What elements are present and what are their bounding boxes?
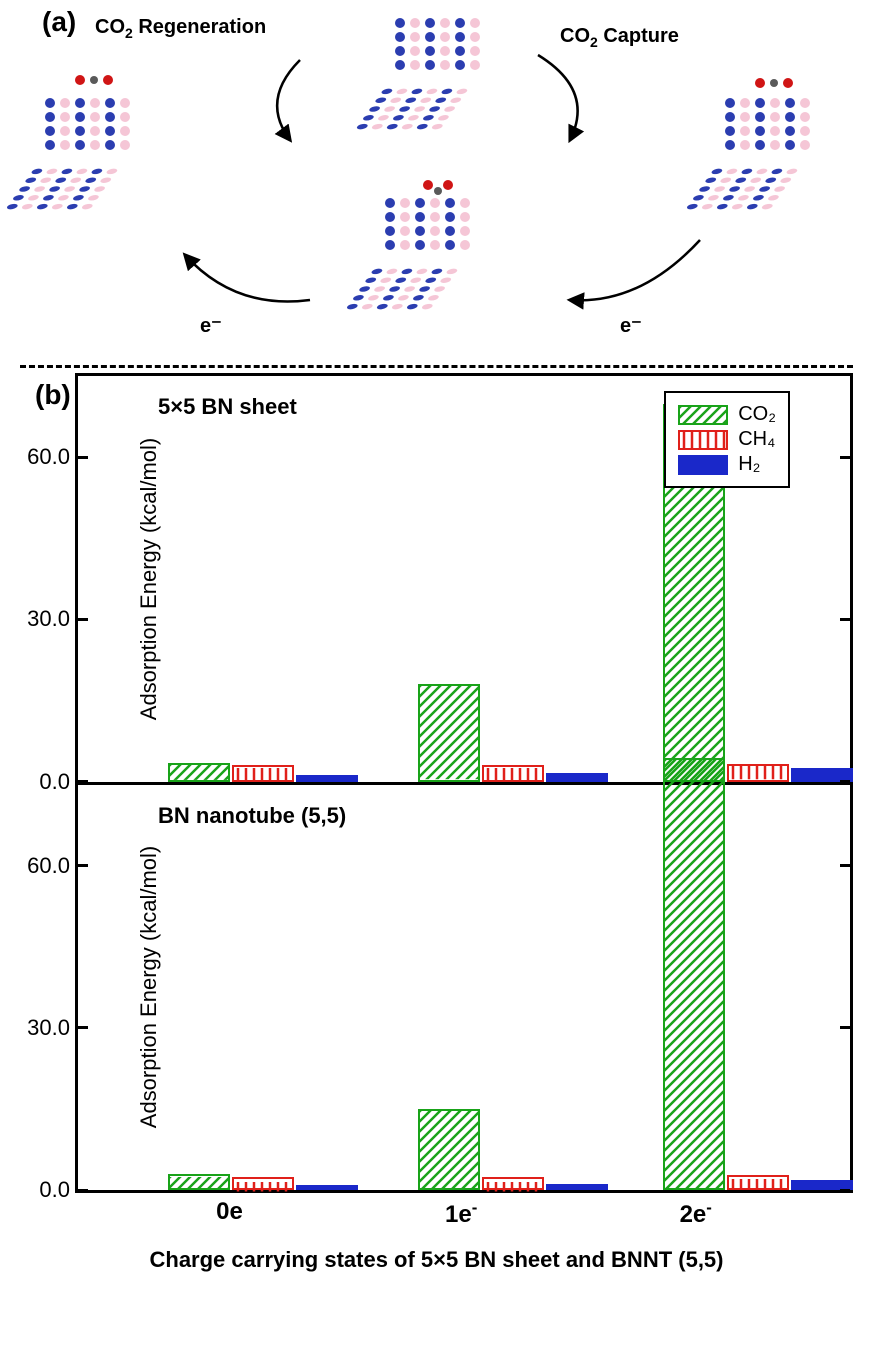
bar-group: [168, 1174, 358, 1190]
legend-item-CH4: CH₄: [678, 428, 776, 451]
legend-label-CH4: CH₄: [738, 428, 775, 451]
legend-item-CO2: CO₂: [678, 403, 776, 426]
tick-mark: [78, 864, 88, 867]
bar-H2: [546, 1184, 608, 1190]
bar-CO2: [168, 763, 230, 782]
x-label-1: 1e-: [445, 1198, 477, 1229]
tick-mark: [78, 780, 88, 783]
tick-mark: [78, 1026, 88, 1029]
panel-b-charts: (b) 5×5 BN sheet CO₂CH₄H₂ Adsorption Ene…: [20, 373, 853, 1273]
y-tick: 0.0: [39, 1177, 78, 1203]
bar-group: [168, 763, 358, 782]
cycle-diagram: [0, 0, 873, 360]
panel-divider: [20, 365, 853, 368]
tick-mark: [840, 618, 850, 621]
bar-H2: [546, 773, 608, 781]
subchart-1: BN nanotube (5,5) Adsorption Energy (kca…: [78, 785, 850, 1191]
y-title-0: Adsorption Energy (kcal/mol): [136, 438, 162, 720]
tick-mark: [840, 864, 850, 867]
x-label-2: 2e-: [680, 1198, 712, 1229]
bar-group: [418, 684, 608, 781]
tick-mark: [840, 1189, 850, 1192]
x-label-0: 0e: [216, 1198, 243, 1229]
bar-CO2: [663, 758, 725, 1190]
subchart-0: 5×5 BN sheet CO₂CH₄H₂ Adsorption Energy …: [78, 376, 850, 785]
x-axis-labels: 0e 1e- 2e-: [75, 1193, 853, 1229]
bar-CH4: [482, 1177, 544, 1191]
legend-label-H2: H₂: [738, 453, 760, 476]
bar-CH4: [232, 1177, 294, 1191]
y-tick: 0.0: [39, 769, 78, 795]
lattice-stations: [5, 15, 845, 309]
bar-group: [663, 758, 853, 1190]
legend: CO₂CH₄H₂: [664, 391, 790, 488]
tick-mark: [78, 1189, 88, 1192]
tick-mark: [840, 1026, 850, 1029]
panel-a-schematic: (a) CO2 Regeneration CO2 Capture e⁻ e⁻: [0, 0, 873, 360]
bar-CH4: [727, 1175, 789, 1190]
bar-group: [418, 1109, 608, 1190]
plot-1: [78, 785, 850, 1191]
legend-swatch-CO2: [678, 405, 728, 425]
tick-mark: [78, 456, 88, 459]
y-title-1: Adsorption Energy (kcal/mol): [136, 846, 162, 1128]
tick-mark: [78, 618, 88, 621]
legend-swatch-CH4: [678, 430, 728, 450]
bar-CO2: [418, 1109, 480, 1190]
bar-H2: [296, 1185, 358, 1190]
panel-b-label: (b): [35, 379, 71, 411]
bar-CO2: [168, 1174, 230, 1190]
bar-CH4: [232, 765, 294, 781]
y-tick: 60.0: [27, 444, 78, 470]
x-axis-title: Charge carrying states of 5×5 BN sheet a…: [20, 1247, 853, 1273]
legend-swatch-H2: [678, 455, 728, 475]
legend-label-CO2: CO₂: [738, 403, 776, 426]
y-tick: 60.0: [27, 853, 78, 879]
y-tick: 30.0: [27, 1015, 78, 1041]
y-tick: 30.0: [27, 606, 78, 632]
bar-CH4: [482, 765, 544, 781]
bar-CO2: [418, 684, 480, 781]
bar-H2: [296, 775, 358, 781]
tick-mark: [840, 456, 850, 459]
legend-item-H2: H₂: [678, 453, 776, 476]
